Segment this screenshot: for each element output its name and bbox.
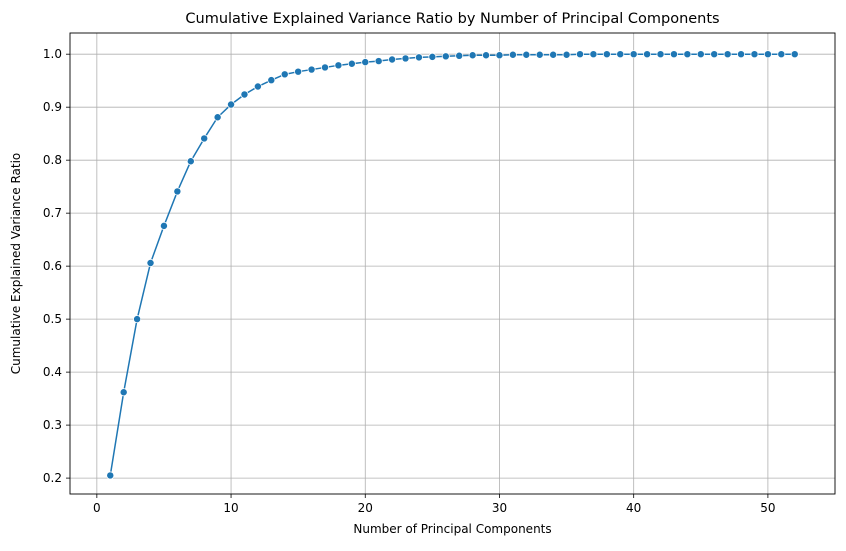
data-point xyxy=(173,187,182,196)
data-point xyxy=(535,50,544,59)
data-point xyxy=(133,315,142,324)
data-point xyxy=(455,51,464,60)
data-point xyxy=(616,50,625,59)
data-point xyxy=(549,50,558,59)
data-point xyxy=(388,55,397,64)
y-tick-label: 1.0 xyxy=(43,47,62,61)
data-point xyxy=(307,65,316,74)
series-markers xyxy=(106,50,799,480)
x-tick-label: 20 xyxy=(358,501,373,515)
data-point xyxy=(656,50,665,59)
data-point xyxy=(441,52,450,61)
data-point xyxy=(159,221,168,230)
x-tick-label: 0 xyxy=(93,501,101,515)
data-point xyxy=(589,50,598,59)
data-point xyxy=(280,70,289,79)
plot-frame xyxy=(69,32,836,495)
y-axis-label: Cumulative Explained Variance Ratio xyxy=(9,153,23,375)
data-point xyxy=(401,54,410,63)
grid xyxy=(70,33,835,494)
y-tick-label: 0.2 xyxy=(43,471,62,485)
x-tick-label: 50 xyxy=(760,501,775,515)
data-point xyxy=(777,50,786,59)
data-point xyxy=(495,51,504,60)
data-point xyxy=(200,134,209,143)
data-point xyxy=(334,61,343,70)
data-point xyxy=(374,57,383,66)
data-point xyxy=(643,50,652,59)
y-tick-label: 0.4 xyxy=(43,365,62,379)
data-point xyxy=(710,50,719,59)
series-line-layer xyxy=(109,53,795,476)
data-point xyxy=(468,51,477,60)
data-point xyxy=(106,471,115,480)
data-point xyxy=(227,100,236,109)
data-point xyxy=(321,63,329,72)
x-tick-label: 10 xyxy=(223,501,238,515)
data-point xyxy=(669,50,678,59)
plot-area xyxy=(70,33,835,494)
data-point xyxy=(240,90,249,99)
data-point xyxy=(723,50,732,59)
data-point xyxy=(361,58,370,67)
data-point xyxy=(562,50,571,59)
data-point xyxy=(508,50,517,59)
chart-title: Cumulative Explained Variance Ratio by N… xyxy=(185,11,719,27)
data-point xyxy=(414,53,423,62)
data-point xyxy=(763,50,772,59)
data-point xyxy=(683,50,692,59)
y-axis-ticks: 0.2 0.3 0.4 0.5 0.6 0.7 0.8 0.9 1.0 xyxy=(43,47,70,485)
data-point xyxy=(737,50,746,59)
data-point xyxy=(750,50,759,59)
data-point xyxy=(629,50,638,59)
data-point xyxy=(267,76,276,85)
data-point xyxy=(119,388,128,397)
data-point xyxy=(146,258,155,267)
x-axis-label: Number of Principal Components xyxy=(353,522,551,536)
data-point xyxy=(294,67,303,76)
data-point xyxy=(576,50,584,59)
x-tick-label: 40 xyxy=(626,501,641,515)
data-point xyxy=(482,51,491,60)
y-tick-label: 0.3 xyxy=(43,418,62,432)
x-axis-ticks: 0 10 20 30 40 50 xyxy=(93,494,776,515)
x-tick-label: 30 xyxy=(492,501,507,515)
data-point xyxy=(253,82,262,91)
y-tick-label: 0.7 xyxy=(43,206,62,220)
y-tick-label: 0.9 xyxy=(43,100,62,114)
data-point xyxy=(522,50,531,59)
data-point xyxy=(347,59,356,68)
data-point xyxy=(602,50,611,59)
y-tick-label: 0.8 xyxy=(43,153,62,167)
series-line xyxy=(109,53,795,476)
data-point xyxy=(186,157,195,166)
data-point xyxy=(428,52,437,61)
y-tick-label: 0.5 xyxy=(43,312,62,326)
data-point xyxy=(696,50,705,59)
data-point xyxy=(213,113,222,122)
data-point xyxy=(790,50,799,59)
y-tick-label: 0.6 xyxy=(43,259,62,273)
